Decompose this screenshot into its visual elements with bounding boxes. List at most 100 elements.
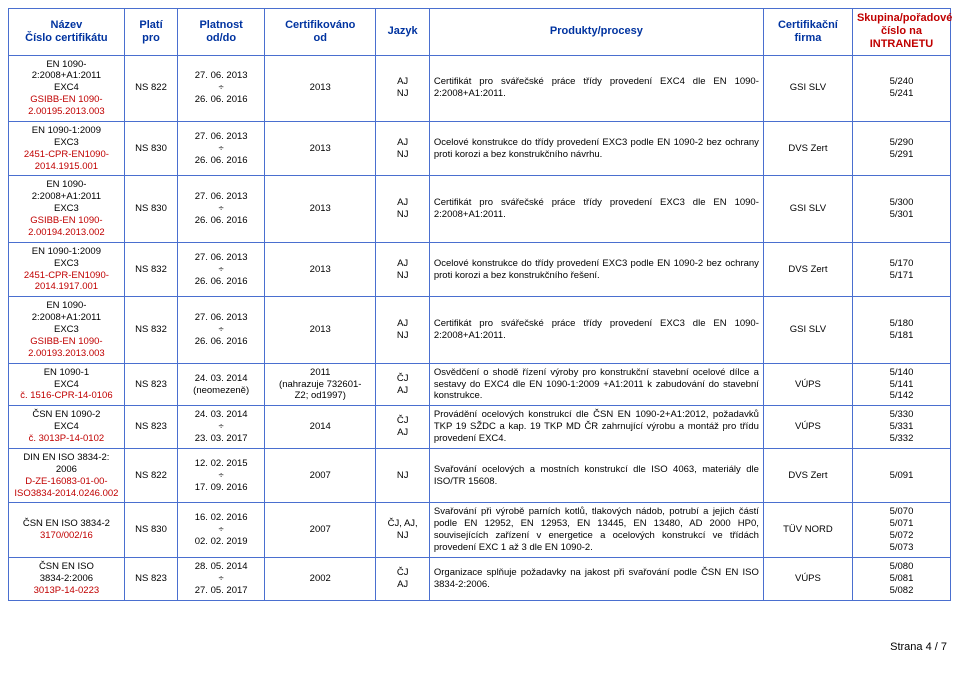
page-footer: Strana 4 / 7: [8, 641, 951, 653]
table-row: EN 1090-1:2009EXC32451-CPR-EN1090-2014.1…: [9, 121, 951, 176]
header-group: Skupina/pořadovéčíslo naINTRANETU: [852, 9, 950, 56]
cell-valid-for: NS 823: [124, 363, 177, 406]
cell-valid-from-to: 27. 06. 2013÷26. 06. 2016: [178, 242, 265, 297]
cell-cert-from: 2002: [265, 557, 376, 600]
cell-cert-from: 2013: [265, 55, 376, 121]
cell-lang: ČJ, AJ,NJ: [376, 503, 429, 558]
cell-firm: DVS Zert: [763, 242, 852, 297]
cell-valid-for: NS 822: [124, 448, 177, 503]
cell-firm: VÚPS: [763, 363, 852, 406]
header-valid-for: Platípro: [124, 9, 177, 56]
cell-products: Provádění ocelových konstrukcí dle ČSN E…: [429, 406, 763, 449]
cell-valid-for: NS 830: [124, 176, 177, 242]
cell-lang: AJNJ: [376, 242, 429, 297]
cell-products: Certifikát pro svářečské práce třídy pro…: [429, 55, 763, 121]
cell-cert-from: 2007: [265, 448, 376, 503]
cell-valid-from-to: 27. 06. 2013÷26. 06. 2016: [178, 176, 265, 242]
cell-firm: GSI SLV: [763, 55, 852, 121]
cell-lang: AJNJ: [376, 121, 429, 176]
cell-group: 5/2905/291: [852, 121, 950, 176]
table-row: DIN EN ISO 3834-2:2006D-ZE-16083-01-00-I…: [9, 448, 951, 503]
cell-cert-from: 2007: [265, 503, 376, 558]
cell-products: Organizace splňuje požadavky na jakost p…: [429, 557, 763, 600]
cell-firm: GSI SLV: [763, 176, 852, 242]
cell-name: EN 1090-2:2008+A1:2011EXC3GSIBB-EN 1090-…: [9, 297, 125, 363]
cell-lang: NJ: [376, 448, 429, 503]
cell-valid-for: NS 830: [124, 121, 177, 176]
cell-valid-for: NS 822: [124, 55, 177, 121]
cell-valid-from-to: 24. 03. 2014(neomezeně): [178, 363, 265, 406]
cell-products: Ocelové konstrukce do třídy provedení EX…: [429, 121, 763, 176]
cell-name: EN 1090-2:2008+A1:2011EXC3GSIBB-EN 1090-…: [9, 176, 125, 242]
table-row: EN 1090-2:2008+A1:2011EXC4GSIBB-EN 1090-…: [9, 55, 951, 121]
cell-cert-from: 2013: [265, 176, 376, 242]
cell-valid-from-to: 27. 06. 2013÷26. 06. 2016: [178, 121, 265, 176]
cell-name: ČSN EN ISO 3834-23170/002/16: [9, 503, 125, 558]
cell-lang: AJNJ: [376, 176, 429, 242]
cell-valid-from-to: 27. 06. 2013÷26. 06. 2016: [178, 297, 265, 363]
cell-valid-from-to: 12. 02. 2015÷17. 09. 2016: [178, 448, 265, 503]
cell-group: 5/1405/1415/142: [852, 363, 950, 406]
table-header-row: NázevČíslo certifikátu Platípro Platnost…: [9, 9, 951, 56]
cell-lang: AJNJ: [376, 55, 429, 121]
cell-group: 5/0805/0815/082: [852, 557, 950, 600]
cell-cert-from: 2013: [265, 242, 376, 297]
cell-valid-for: NS 823: [124, 406, 177, 449]
header-products: Produkty/procesy: [429, 9, 763, 56]
table-row: EN 1090-1EXC4č. 1516-CPR-14-0106NS 82324…: [9, 363, 951, 406]
cell-cert-from: 2011(nahrazuje 732601-Z2; od1997): [265, 363, 376, 406]
header-valid-from-to: Platnostod/do: [178, 9, 265, 56]
table-row: ČSN EN ISO 3834-23170/002/16NS 83016. 02…: [9, 503, 951, 558]
cell-cert-from: 2013: [265, 121, 376, 176]
cell-products: Osvědčení o shodě řízení výroby pro kons…: [429, 363, 763, 406]
table-row: ČSN EN 1090-2EXC4č. 3013P-14-0102NS 8232…: [9, 406, 951, 449]
cell-valid-for: NS 832: [124, 297, 177, 363]
cell-firm: DVS Zert: [763, 121, 852, 176]
table-row: EN 1090-1:2009EXC32451-CPR-EN1090-2014.1…: [9, 242, 951, 297]
cell-valid-from-to: 27. 06. 2013÷26. 06. 2016: [178, 55, 265, 121]
cell-name: DIN EN ISO 3834-2:2006D-ZE-16083-01-00-I…: [9, 448, 125, 503]
cell-products: Certifikát pro svářečské práce třídy pro…: [429, 176, 763, 242]
cell-group: 5/091: [852, 448, 950, 503]
cell-group: 5/0705/0715/0725/073: [852, 503, 950, 558]
cell-products: Ocelové konstrukce do třídy provedení EX…: [429, 242, 763, 297]
cell-valid-for: NS 832: [124, 242, 177, 297]
cell-lang: ČJAJ: [376, 406, 429, 449]
header-cert-from: Certifikovánood: [265, 9, 376, 56]
cell-cert-from: 2013: [265, 297, 376, 363]
cell-valid-for: NS 823: [124, 557, 177, 600]
cell-valid-from-to: 16. 02. 2016÷02. 02. 2019: [178, 503, 265, 558]
table-row: ČSN EN ISO3834-2:20063013P-14-0223NS 823…: [9, 557, 951, 600]
cell-group: 5/1705/171: [852, 242, 950, 297]
cell-group: 5/3305/3315/332: [852, 406, 950, 449]
cell-firm: GSI SLV: [763, 297, 852, 363]
cell-group: 5/3005/301: [852, 176, 950, 242]
cell-lang: ČJAJ: [376, 557, 429, 600]
cell-group: 5/2405/241: [852, 55, 950, 121]
table-row: EN 1090-2:2008+A1:2011EXC3GSIBB-EN 1090-…: [9, 297, 951, 363]
header-firm: Certifikačnífirma: [763, 9, 852, 56]
cell-products: Certifikát pro svářečské práce třídy pro…: [429, 297, 763, 363]
header-lang: Jazyk: [376, 9, 429, 56]
cell-valid-from-to: 24. 03. 2014÷23. 03. 2017: [178, 406, 265, 449]
table-row: EN 1090-2:2008+A1:2011EXC3GSIBB-EN 1090-…: [9, 176, 951, 242]
cell-lang: AJNJ: [376, 297, 429, 363]
cell-name: EN 1090-1EXC4č. 1516-CPR-14-0106: [9, 363, 125, 406]
cell-name: EN 1090-2:2008+A1:2011EXC4GSIBB-EN 1090-…: [9, 55, 125, 121]
cell-valid-from-to: 28. 05. 2014÷27. 05. 2017: [178, 557, 265, 600]
cell-firm: DVS Zert: [763, 448, 852, 503]
cell-products: Svařování ocelových a mostních konstrukc…: [429, 448, 763, 503]
cell-firm: VÚPS: [763, 557, 852, 600]
cell-name: ČSN EN ISO3834-2:20063013P-14-0223: [9, 557, 125, 600]
cell-lang: ČJAJ: [376, 363, 429, 406]
cell-products: Svařování při výrobě parních kotlů, tlak…: [429, 503, 763, 558]
cell-name: EN 1090-1:2009EXC32451-CPR-EN1090-2014.1…: [9, 242, 125, 297]
cert-table: NázevČíslo certifikátu Platípro Platnost…: [8, 8, 951, 601]
cell-firm: VÚPS: [763, 406, 852, 449]
cell-firm: TÜV NORD: [763, 503, 852, 558]
cell-name: EN 1090-1:2009EXC32451-CPR-EN1090-2014.1…: [9, 121, 125, 176]
cell-name: ČSN EN 1090-2EXC4č. 3013P-14-0102: [9, 406, 125, 449]
cell-group: 5/1805/181: [852, 297, 950, 363]
cell-valid-for: NS 830: [124, 503, 177, 558]
cell-cert-from: 2014: [265, 406, 376, 449]
